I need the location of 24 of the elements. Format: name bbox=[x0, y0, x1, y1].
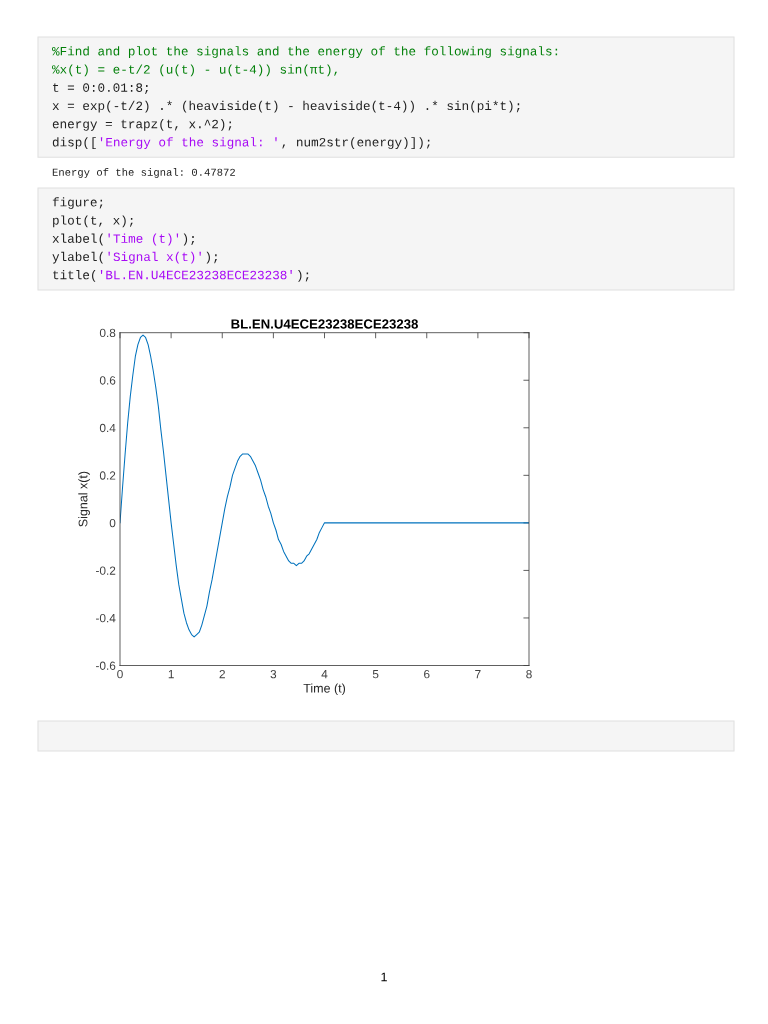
y-axis-title: Signal x(t) bbox=[78, 471, 90, 527]
x-tick-label: 8 bbox=[526, 669, 532, 679]
y-tick-label: 0.8 bbox=[99, 328, 116, 338]
text: %Find and plot the signals and the energy of the following signals: %x(t) = e-t/2 (u(t) - u(t-4)) sin(πt), t = 0:0.01:8; x = exp(-t/2) .* (heaviside(t) - heaviside(t-4)) .* sin(pi*t); energy = trapz(t, x.^2); disp(['Energy of the signal: ', num2str(energy)]); bbox=[52, 46, 558, 149]
x-tick-label: 4 bbox=[321, 670, 328, 679]
y-tick-label: -0.6 bbox=[96, 661, 116, 670]
y-tick-label: 0.6 bbox=[99, 376, 116, 385]
x-tick-label: 2 bbox=[219, 669, 225, 679]
y-tick-label: -0.2 bbox=[96, 566, 116, 575]
x-axis-title: Time (t) bbox=[303, 683, 346, 696]
x-tick-label: 6 bbox=[424, 669, 430, 679]
text: Energy of the signal: 0.47872 bbox=[52, 168, 235, 178]
x-tick-label: 0 bbox=[117, 669, 123, 679]
x-tick-label: 1 bbox=[168, 670, 174, 679]
y-tick-label: 0.2 bbox=[99, 471, 116, 480]
y-tick-label: 0.4 bbox=[99, 423, 116, 433]
y-tick-label: -0.4 bbox=[96, 613, 116, 623]
x-tick-label: 5 bbox=[372, 670, 379, 679]
x-tick-label: 7 bbox=[475, 670, 481, 679]
text: 1 bbox=[381, 972, 387, 982]
chart-title: BL.EN.U4ECE23238ECE23238 bbox=[231, 319, 418, 329]
text: figure; plot(t, x); xlabel('Time (t)'); ylabel('Signal x(t)'); title('BL.EN.U4ECE23238ECE23238'); bbox=[52, 197, 309, 282]
x-tick-label: 3 bbox=[270, 669, 277, 679]
y-tick-label: 0 bbox=[109, 518, 116, 528]
